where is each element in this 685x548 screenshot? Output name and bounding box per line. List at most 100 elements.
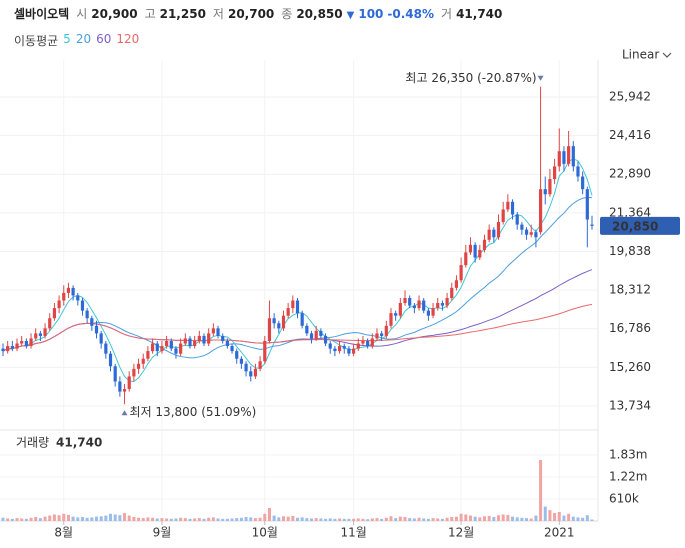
volume-bar <box>258 517 262 521</box>
volume-bar <box>417 517 421 521</box>
volume-bar <box>356 518 360 521</box>
candle-body <box>347 348 351 354</box>
volume-value: 41,740 <box>56 436 102 450</box>
volume-bar <box>585 515 589 521</box>
y-tick-label: 18,312 <box>609 283 651 297</box>
candle-body <box>113 366 117 382</box>
volume-bar <box>235 518 239 521</box>
volume-bar <box>225 518 229 521</box>
volume-bar <box>487 515 491 521</box>
candle-body <box>585 189 589 220</box>
candle-body <box>319 330 323 336</box>
label: 종 <box>281 7 293 21</box>
y-tick-label: 610k <box>609 491 639 505</box>
volume-bar <box>104 515 108 521</box>
volume-bar <box>515 517 519 521</box>
volume-bar <box>478 517 482 521</box>
volume-bar <box>188 518 192 521</box>
candle-body <box>333 348 337 352</box>
label: 거 <box>441 7 453 21</box>
volume-bar <box>29 517 33 521</box>
candle-body <box>571 146 575 167</box>
candle-body <box>118 381 122 392</box>
candle-body <box>136 363 141 369</box>
candle-body <box>459 265 463 281</box>
volume-bar <box>571 516 575 521</box>
volume-bar <box>436 518 440 521</box>
volume-bar <box>291 515 295 521</box>
volume-bar <box>543 506 547 521</box>
candle-body <box>473 244 477 258</box>
candle-body <box>398 303 402 316</box>
volume-bar <box>361 518 365 521</box>
candle-body <box>440 303 445 306</box>
candle-body <box>179 343 183 354</box>
volume-bar <box>468 515 472 521</box>
candle-body <box>567 146 571 164</box>
volume-bar <box>520 517 524 521</box>
volume-bar <box>525 518 529 521</box>
candle-body <box>496 222 501 238</box>
x-tick-label: 12월 <box>448 526 474 540</box>
volume-bar <box>445 517 449 521</box>
max-annotation: 최고 26,350 (-20.87%) <box>405 71 536 85</box>
candle-body <box>314 330 318 339</box>
volume-bar <box>581 517 585 521</box>
candle-body <box>244 363 248 372</box>
volume-bar <box>137 517 141 521</box>
volume-bar <box>71 516 75 521</box>
candle-body <box>1 348 5 352</box>
candle-body <box>90 318 94 326</box>
ma-title: 이동평균 <box>14 34 59 48</box>
volume-bar <box>99 516 103 521</box>
candle-body <box>412 305 416 309</box>
value: 21,250 <box>159 7 206 21</box>
candle-body <box>221 335 225 341</box>
candle-body <box>380 333 384 336</box>
candle-body <box>300 313 304 326</box>
volume-bar <box>576 517 580 521</box>
volume-bar <box>160 518 164 521</box>
ma-period: 120 <box>116 32 140 46</box>
x-tick-label: 11월 <box>340 526 366 540</box>
volume-bar <box>370 518 374 521</box>
volume-bar <box>431 518 435 521</box>
candle-body <box>38 333 42 336</box>
candle-body <box>258 361 262 369</box>
volume-bar <box>48 515 52 521</box>
volume-bar <box>15 518 19 521</box>
candle-body <box>464 252 468 266</box>
dropdown-icon <box>662 52 672 58</box>
volume-bar <box>464 514 468 521</box>
volume-bar <box>506 514 510 521</box>
candle-body <box>529 232 533 235</box>
volume-bar <box>426 518 430 521</box>
volume-bar <box>557 511 561 521</box>
y-tick-label: 19,838 <box>609 244 651 258</box>
candle-body <box>328 343 332 349</box>
volume-bar <box>1 517 5 521</box>
candle-body <box>370 338 374 347</box>
volume-bar <box>394 518 398 521</box>
candle-body <box>366 340 370 347</box>
label: 저 <box>212 7 224 21</box>
ma-period: 60 <box>96 32 112 46</box>
volume-bar <box>183 518 187 521</box>
candle-body <box>384 325 388 336</box>
candle-body <box>581 176 585 190</box>
candle-body <box>169 340 173 349</box>
volume-bar <box>52 514 56 521</box>
volume-bar <box>366 519 370 521</box>
candle-body <box>85 310 89 319</box>
volume-bar <box>389 516 393 521</box>
candle-body <box>43 328 47 336</box>
volume-bar <box>66 514 70 521</box>
volume-bar <box>113 514 117 521</box>
volume-bar <box>109 513 113 521</box>
candle-body <box>281 315 286 329</box>
candle-body <box>71 287 75 296</box>
candle-body <box>225 340 229 347</box>
candle-body <box>426 310 430 316</box>
